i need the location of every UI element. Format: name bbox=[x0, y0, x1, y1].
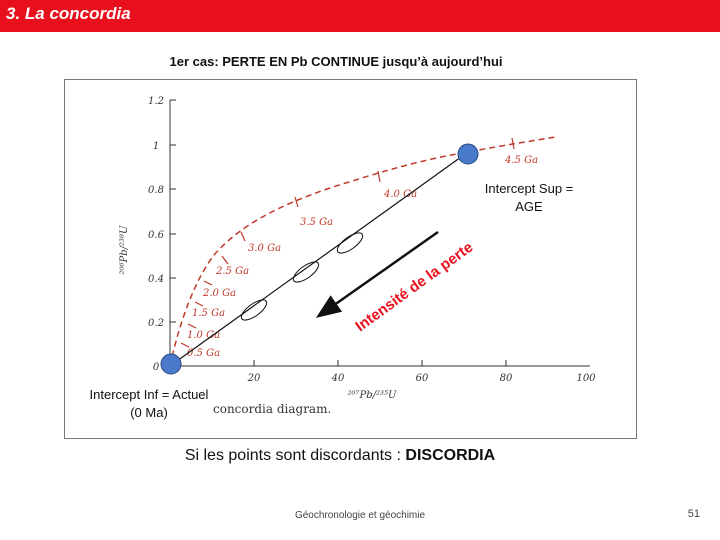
slide-subtitle: 1er cas: PERTE EN Pb CONTINUE jusqu’à au… bbox=[169, 54, 503, 69]
data-point-ellipse bbox=[240, 299, 268, 321]
data-point-ellipse bbox=[336, 232, 364, 254]
lower-intercept-label: Intercept Inf = Actuel (0 Ma) bbox=[88, 386, 210, 422]
y-tick-label: 1.2 bbox=[148, 96, 164, 107]
conclusion-prefix: Si les points sont discordants : bbox=[184, 447, 406, 464]
x-tick-marks bbox=[253, 360, 507, 366]
conclusion-emphasis: DISCORDIA bbox=[405, 447, 496, 464]
slide-title: 3. La concordia bbox=[6, 4, 131, 23]
age-label: 4.0 Ga bbox=[383, 189, 417, 200]
age-label: 1.0 Ga bbox=[187, 330, 220, 341]
x-tick-label: 40 bbox=[331, 373, 345, 384]
loss-intensity-label: Intensité de la perte bbox=[352, 239, 476, 336]
conclusion-text: Si les points sont discordants : DISCORD… bbox=[0, 447, 680, 465]
data-point-ellipse bbox=[292, 261, 320, 283]
y-tick-label: 0.2 bbox=[148, 318, 164, 329]
footer-course: Géochronologie et géochimie bbox=[294, 510, 426, 521]
y-axis-label: ²⁰⁶Pb/²³⁸U bbox=[119, 225, 130, 275]
figure-frame bbox=[64, 79, 637, 439]
age-ticks bbox=[180, 137, 515, 348]
x-tick-label: 100 bbox=[576, 373, 596, 384]
discordia-line bbox=[169, 151, 469, 367]
y-tick-marks bbox=[170, 99, 176, 323]
y-tick-label: 0.6 bbox=[148, 230, 165, 241]
loss-intensity-arrow bbox=[315, 230, 439, 318]
age-label: 0.5 Ga bbox=[187, 348, 220, 359]
x-tick-label: 60 bbox=[416, 373, 429, 384]
concordia-curve bbox=[169, 136, 557, 367]
x-axis-label: ²⁰⁷Pb/²³⁵U bbox=[348, 390, 398, 401]
title-bar: 3. La concordia bbox=[0, 0, 720, 32]
age-label: 2.0 Ga bbox=[202, 288, 236, 299]
y-tick-label: 0.8 bbox=[148, 185, 164, 196]
y-tick-label: 0 bbox=[153, 362, 160, 373]
y-tick-label: 1 bbox=[153, 141, 159, 152]
upper-intercept-point bbox=[457, 143, 479, 165]
age-label: 4.5 Ga bbox=[504, 155, 538, 166]
x-tick-label: 20 bbox=[247, 373, 261, 384]
age-label: 2.5 Ga bbox=[215, 266, 249, 277]
age-label: 1.5 Ga bbox=[192, 308, 225, 319]
diagram-caption: concordia diagram. bbox=[213, 402, 331, 416]
x-tick-label: 80 bbox=[500, 373, 513, 384]
upper-intercept-label: Intercept Sup = AGE bbox=[470, 180, 588, 216]
page-number: 51 bbox=[687, 508, 700, 520]
age-label: 3.5 Ga bbox=[300, 217, 333, 228]
age-label: 3.0 Ga bbox=[248, 243, 281, 254]
lower-intercept-point bbox=[160, 353, 182, 375]
y-tick-label: 0.4 bbox=[148, 274, 164, 285]
